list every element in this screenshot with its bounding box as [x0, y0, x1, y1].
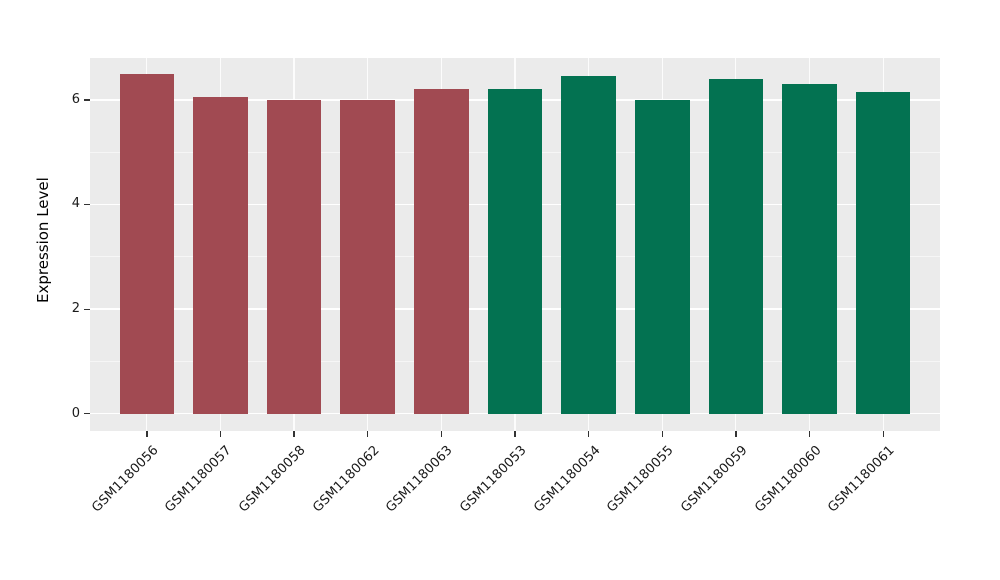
y-tick-label: 2: [71, 301, 80, 317]
x-tick-mark: [219, 431, 222, 437]
bar-GSM1180054: [561, 76, 616, 414]
x-tick-mark: [661, 431, 663, 437]
y-tick-label: 4: [71, 196, 80, 212]
x-tick-label-GSM1180053: GSM1180053: [457, 443, 530, 516]
x-tick-mark: [440, 431, 443, 437]
y-axis-title: Expression Level: [34, 177, 52, 303]
x-tick-label-GSM1180056: GSM1180056: [88, 443, 162, 516]
x-tick-label-GSM1180060: GSM1180060: [751, 443, 825, 516]
x-tick-label-GSM1180055: GSM1180055: [604, 443, 677, 516]
x-tick-mark: [735, 431, 737, 437]
x-tick-mark: [293, 431, 295, 437]
bar-GSM1180061: [855, 92, 911, 414]
x-tick-label-GSM1180062: GSM1180062: [309, 443, 383, 516]
bar-GSM1180053: [487, 89, 543, 414]
x-tick-mark: [588, 431, 590, 437]
y-tick-mark: [84, 203, 90, 206]
x-tick-label-GSM1180063: GSM1180063: [383, 443, 456, 516]
x-tick-label-GSM1180058: GSM1180058: [236, 443, 309, 516]
x-tick-mark: [808, 431, 811, 437]
x-tick-mark: [882, 431, 884, 437]
y-tick-mark: [84, 308, 90, 310]
major-gridline: [90, 413, 940, 415]
x-tick-label-GSM1180054: GSM1180054: [530, 443, 604, 516]
x-tick-mark: [514, 431, 516, 437]
bar-GSM1180062: [340, 99, 395, 414]
bar-GSM1180056: [119, 73, 175, 414]
y-tick-mark: [84, 413, 90, 415]
bar-GSM1180057: [193, 97, 248, 414]
x-tick-label-GSM1180057: GSM1180057: [162, 443, 236, 516]
bar-GSM1180063: [414, 89, 469, 414]
bar-GSM1180055: [635, 99, 690, 414]
bar-GSM1180058: [266, 99, 322, 414]
y-tick-mark: [84, 99, 90, 101]
bar-GSM1180060: [782, 84, 837, 414]
x-tick-mark: [146, 431, 148, 437]
y-tick-label: 6: [71, 91, 80, 107]
y-tick-label: 0: [71, 405, 80, 421]
x-tick-label-GSM1180059: GSM1180059: [678, 443, 751, 516]
x-tick-mark: [367, 431, 369, 437]
bar-GSM1180059: [708, 78, 764, 414]
x-tick-label-GSM1180061: GSM1180061: [825, 443, 898, 516]
plot-panel: [90, 58, 940, 431]
